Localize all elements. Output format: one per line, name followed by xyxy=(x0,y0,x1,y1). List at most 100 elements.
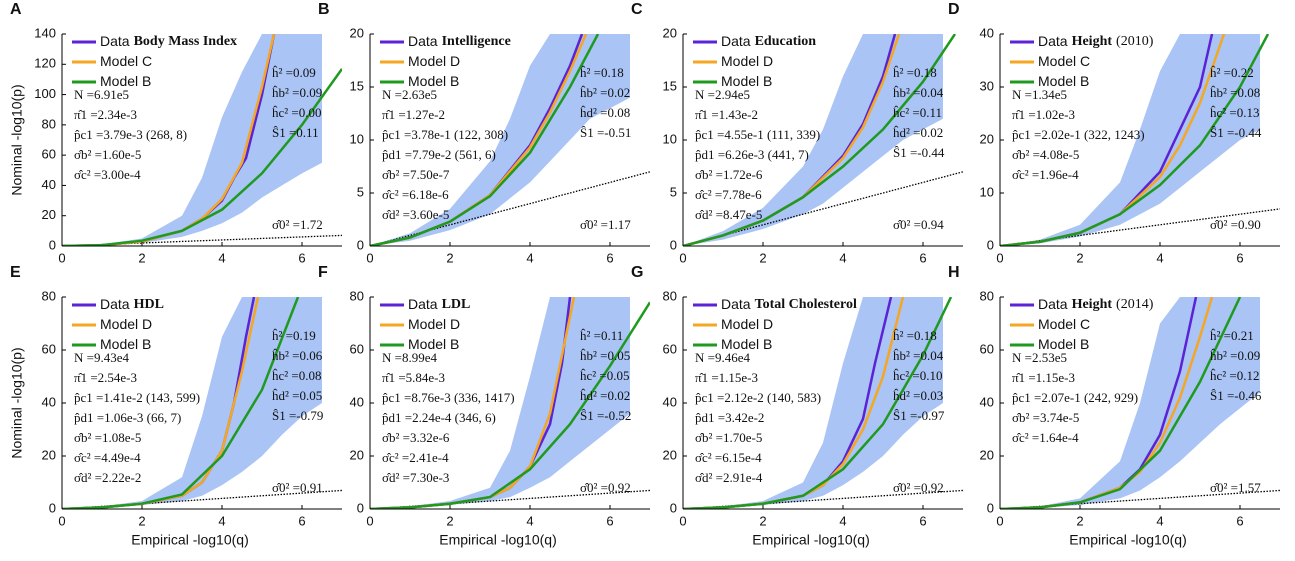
y-tick-label: 100 xyxy=(34,86,56,101)
estimate-note: ĥb² =0.04 xyxy=(893,348,944,363)
legend-label: Data xyxy=(100,33,130,49)
x-tick-label: 4 xyxy=(218,513,225,528)
estimate-note: Ŝ1 =-0.51 xyxy=(580,125,631,140)
legend-entry: Model B xyxy=(100,73,151,89)
estimate-note: N =9.46e4 xyxy=(695,350,750,365)
estimate-note: N =2.94e5 xyxy=(695,87,750,102)
x-tick-label: 0 xyxy=(996,513,1003,528)
y-tick-label: 40 xyxy=(663,394,677,409)
trait-note: (2014) xyxy=(1116,297,1154,312)
confidence-band xyxy=(1000,34,1260,246)
legend-label: Data xyxy=(408,33,438,49)
legend-label: Data xyxy=(1038,296,1068,312)
legend-entry: Data Height (2014) xyxy=(1038,296,1154,313)
x-tick-label: 0 xyxy=(679,250,686,265)
estimate-note: ĥc² =0.00 xyxy=(272,105,322,120)
y-tick-label: 40 xyxy=(42,394,56,409)
y-tick-label: 15 xyxy=(663,78,677,93)
estimate-note: ĥc² =0.08 xyxy=(272,368,322,383)
x-tick-label: 0 xyxy=(679,513,686,528)
x-tick-label: 4 xyxy=(218,250,225,265)
y-tick-label: 20 xyxy=(42,447,56,462)
estimate-note: ĥ² =0.18 xyxy=(580,65,624,80)
y-tick-label: 30 xyxy=(980,78,994,93)
legend-label: Model D xyxy=(721,53,773,69)
panel-letter: G xyxy=(631,264,643,281)
trait-title: Total Cholesterol xyxy=(755,297,857,312)
x-tick-label: 4 xyxy=(1156,250,1163,265)
legend-entry: Data Education xyxy=(721,33,816,50)
x-tick-label: 0 xyxy=(366,250,373,265)
x-tick-label: 6 xyxy=(919,513,926,528)
estimate-note: σ̂d² =2.91e-4 xyxy=(695,470,763,485)
legend-entry: Model B xyxy=(1038,73,1089,89)
y-tick-label: 0 xyxy=(987,237,994,252)
estimate-note: ĥd² =0.02 xyxy=(893,125,943,140)
estimate-note: p̂d1 =7.79e-2 (561, 6) xyxy=(382,147,496,162)
trait-note: (2010) xyxy=(1116,34,1154,49)
legend-label: Model B xyxy=(408,336,459,352)
legend-label: Model B xyxy=(721,336,772,352)
legend-label: Data xyxy=(100,296,130,312)
estimate-note: σ̂b² =3.74e-5 xyxy=(1012,410,1079,425)
series-line xyxy=(62,297,300,509)
x-tick-label: 6 xyxy=(298,513,305,528)
y-tick-label: 20 xyxy=(350,447,364,462)
y-tick-label: 5 xyxy=(357,184,364,199)
estimate-note: N =8.99e4 xyxy=(382,350,437,365)
y-tick-label: 80 xyxy=(42,288,56,303)
estimate-note: ĥ² =0.11 xyxy=(580,328,623,343)
y-tick-label: 20 xyxy=(42,207,56,222)
panel-letter: A xyxy=(10,1,22,18)
legend-label: Data xyxy=(408,296,438,312)
x-tick-label: 2 xyxy=(446,513,453,528)
estimate-note: ĥb² =0.06 xyxy=(272,348,323,363)
estimate-note: Ŝ1 =-0.79 xyxy=(272,408,323,423)
panel: B 0 2 4 6 0 5 10 15 20 Data Intelligence Model D Mode… xyxy=(318,1,650,265)
estimate-note: σ̂d² =7.30e-3 xyxy=(382,470,449,485)
y-tick-label: 15 xyxy=(350,78,364,93)
estimate-note: ĥ² =0.21 xyxy=(1210,328,1254,343)
confidence-band xyxy=(370,34,630,246)
series-line xyxy=(370,34,600,246)
y-tick-label: 20 xyxy=(663,25,677,40)
estimate-note: σ̂b² =4.08e-5 xyxy=(1012,147,1079,162)
estimate-note: p̂d1 =1.06e-3 (66, 7) xyxy=(74,410,181,425)
y-axis-label: Nominal -log10(p) xyxy=(9,347,25,458)
x-axis-label: Empirical -log10(q) xyxy=(131,532,248,548)
x-tick-label: 6 xyxy=(1236,513,1243,528)
legend-entry: Model D xyxy=(408,316,460,332)
estimate-note: p̂d1 =2.24e-4 (346, 6) xyxy=(382,410,496,425)
legend-entry: Model B xyxy=(1038,336,1089,352)
panel-letter: E xyxy=(10,264,21,281)
legend-label: Model D xyxy=(721,316,773,332)
x-tick-label: 0 xyxy=(366,513,373,528)
x-tick-label: 4 xyxy=(526,250,533,265)
trait-title: Height xyxy=(1072,34,1113,49)
estimate-note: p̂c1 =3.78e-1 (122, 308) xyxy=(382,127,508,142)
legend-entry: Model C xyxy=(1038,53,1090,69)
estimate-note: ĥ² =0.09 xyxy=(272,65,316,80)
estimate-note: p̂c1 =2.07e-1 (242, 929) xyxy=(1012,390,1138,405)
y-tick-label: 40 xyxy=(42,177,56,192)
legend-label: Model C xyxy=(100,53,152,69)
estimate-note: σ̂0² =0.91 xyxy=(272,480,323,495)
legend-entry: Data Height (2010) xyxy=(1038,33,1154,50)
estimate-note: p̂d1 =6.26e-3 (441, 7) xyxy=(695,147,809,162)
legend-label: Model D xyxy=(408,53,460,69)
estimate-note: σ̂c² =4.49e-4 xyxy=(74,450,141,465)
estimate-note: σ̂0² =0.90 xyxy=(1210,217,1261,232)
y-tick-label: 0 xyxy=(357,500,364,515)
estimate-note: σ̂c² =3.00e-4 xyxy=(74,167,141,182)
estimate-note: ĥb² =0.02 xyxy=(580,85,630,100)
legend-label: Model D xyxy=(408,316,460,332)
x-tick-label: 2 xyxy=(138,513,145,528)
y-tick-label: 40 xyxy=(980,25,994,40)
y-tick-label: 60 xyxy=(42,147,56,162)
estimate-note: σ̂c² =1.64e-4 xyxy=(1012,430,1079,445)
y-tick-label: 0 xyxy=(670,237,677,252)
y-tick-label: 10 xyxy=(350,131,364,146)
